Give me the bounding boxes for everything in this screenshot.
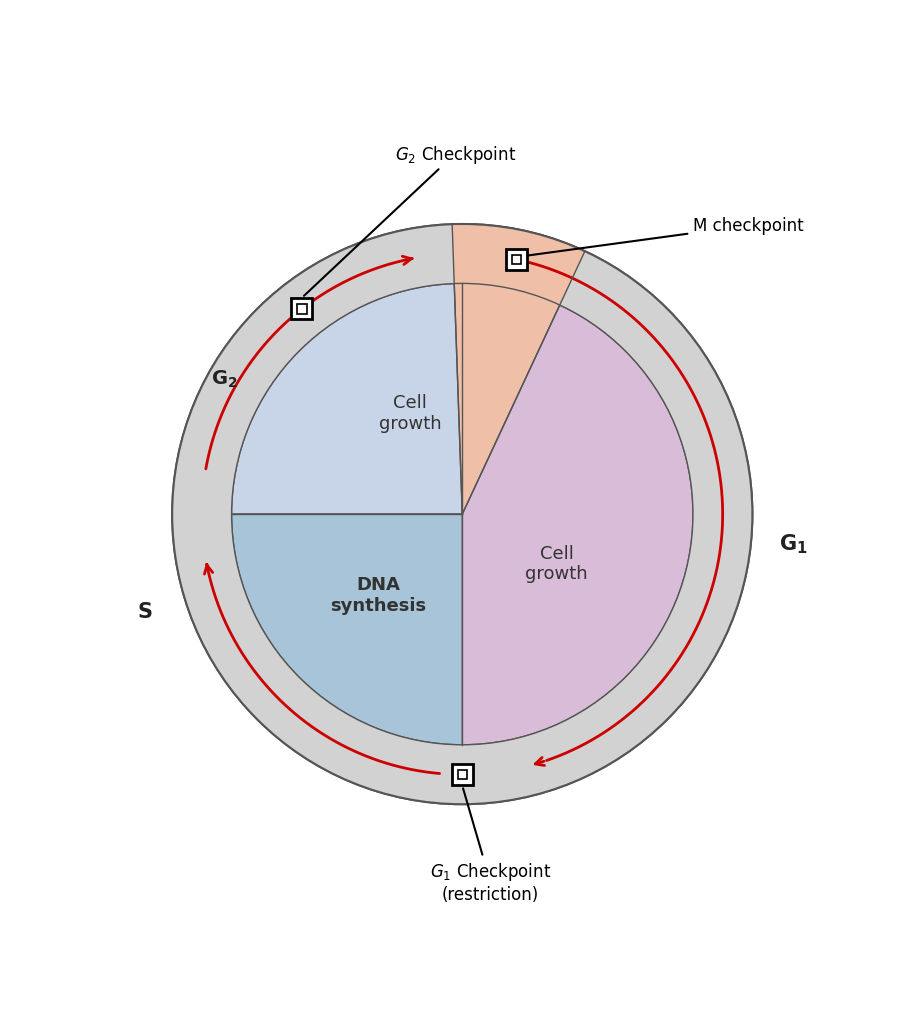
Circle shape <box>172 225 752 804</box>
Text: $G_2$ Checkpoint: $G_2$ Checkpoint <box>304 144 516 297</box>
Bar <box>511 256 521 265</box>
Text: Cell
growth: Cell growth <box>379 394 441 433</box>
Text: $G_1$ Checkpoint
(restriction): $G_1$ Checkpoint (restriction) <box>429 789 551 903</box>
Bar <box>298 305 307 314</box>
Wedge shape <box>452 225 584 306</box>
Bar <box>291 300 312 320</box>
Text: $\mathbf{G_1}$: $\mathbf{G_1}$ <box>778 532 807 555</box>
Bar <box>457 770 467 780</box>
Wedge shape <box>452 225 584 515</box>
Wedge shape <box>172 225 752 804</box>
Text: M checkpoint: M checkpoint <box>528 217 804 256</box>
Text: DNA
synthesis: DNA synthesis <box>330 576 427 614</box>
Wedge shape <box>463 284 693 745</box>
Text: $\mathbf{S}$: $\mathbf{S}$ <box>137 601 152 622</box>
Text: $\mathbf{G_2}$: $\mathbf{G_2}$ <box>211 368 237 389</box>
Wedge shape <box>232 284 463 515</box>
Bar <box>452 764 473 786</box>
Wedge shape <box>232 515 463 745</box>
Text: Cell
growth: Cell growth <box>525 544 588 583</box>
Bar <box>506 250 527 271</box>
